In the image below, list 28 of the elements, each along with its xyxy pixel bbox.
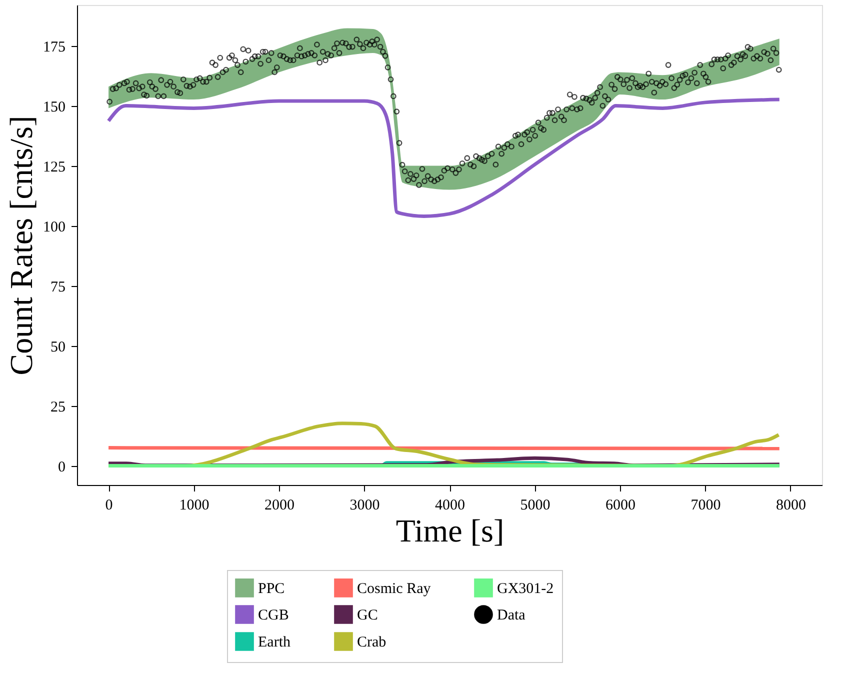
legend-label: PPC [258,580,285,597]
y-tick-label: 75 [50,279,66,296]
y-tick-label: 125 [43,159,66,176]
y-tick-label: 150 [43,99,66,116]
x-tick-label: 4000 [435,498,465,514]
x-tick-label: 1000 [179,498,210,514]
x-tick-label: 8000 [776,498,806,514]
legend-label: GX301-2 [497,580,554,597]
line-series [106,98,782,218]
x-tick-label: 2000 [264,498,295,514]
y-tick-label: 175 [43,39,66,56]
x-tick-label: 0 [105,498,113,514]
x-tick-label: 6000 [605,498,636,514]
y-axis-title: Count Rates [cnts/s] [3,116,39,376]
legend-label: Data [497,608,526,624]
y-tick-label: 100 [43,219,66,236]
x-tick-label: 7000 [690,498,721,514]
legend-label: Crab [357,634,386,650]
legend-label: CGB [258,608,289,624]
x-axis-title: Time [s] [396,512,504,548]
y-tick-label: 50 [50,339,66,356]
legend-label: GC [357,608,378,624]
legend-label: Cosmic Ray [357,580,432,597]
x-tick-label: 5000 [520,498,550,514]
x-tick-label: 3000 [350,498,380,514]
y-tick-label: 25 [50,399,66,416]
y-tick-label: 0 [58,459,66,476]
legend-label: Earth [258,634,291,650]
